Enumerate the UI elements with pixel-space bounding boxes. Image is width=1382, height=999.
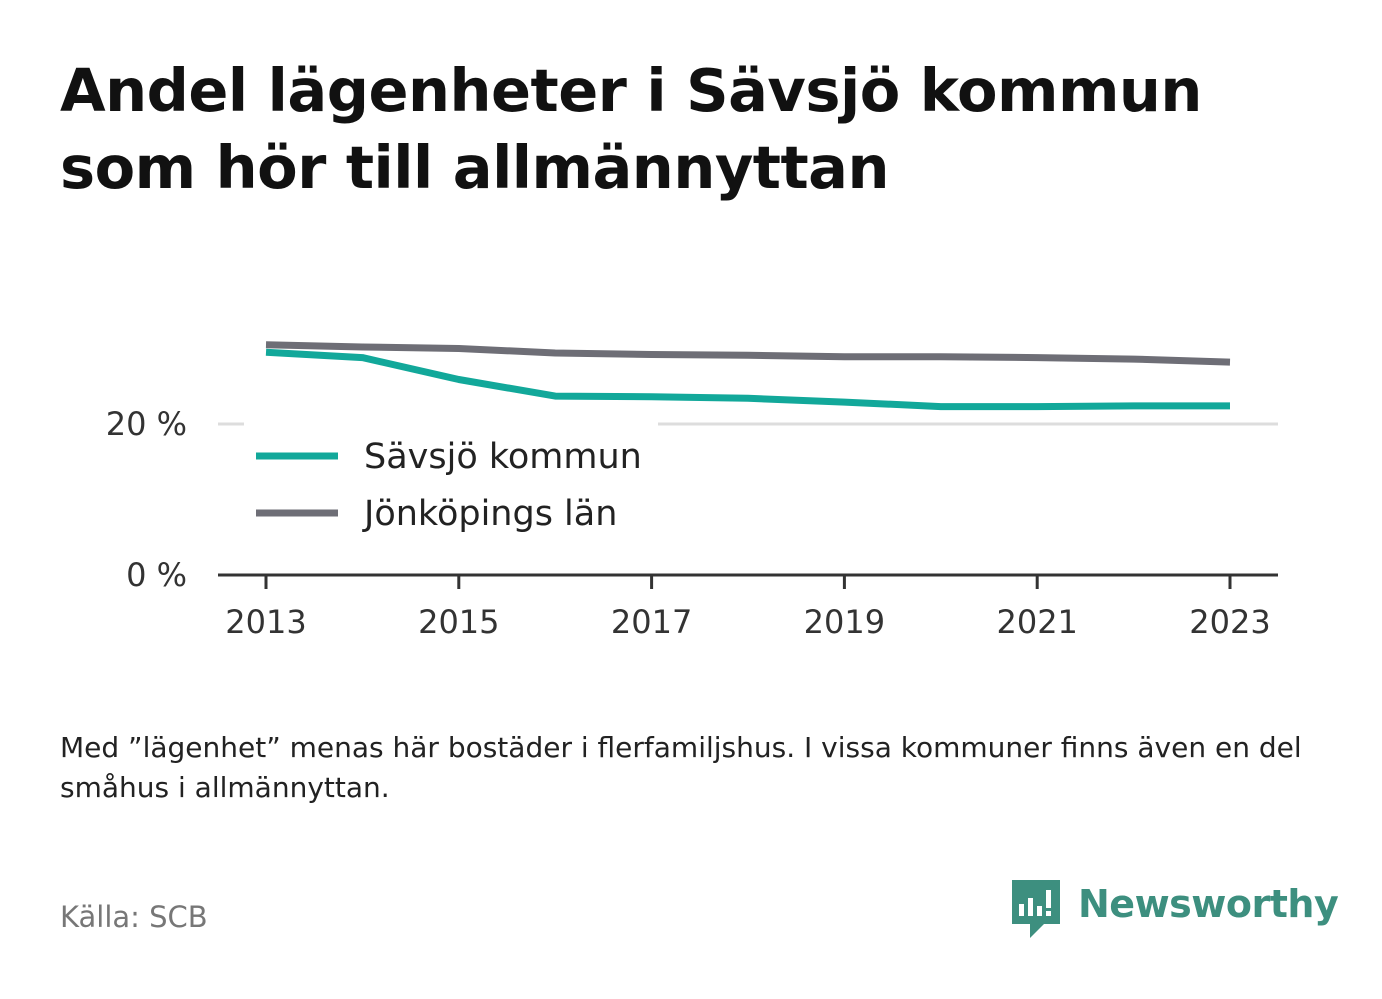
series-line-jönköpings-län	[265, 341, 1231, 366]
brand-name: Newsworthy	[1078, 882, 1339, 926]
source-credit: Källa: SCB	[60, 900, 208, 934]
legend-label: Sävsjö kommun	[364, 437, 642, 477]
chart-title: Andel lägenheter i Sävsjö kommun som hör…	[60, 56, 1202, 202]
legend: Sävsjö kommun Jönköpings län	[256, 437, 642, 534]
footnote: Med ”lägenhet” menas här bostäder i fler…	[60, 731, 1302, 804]
newsworthy-logo-icon	[1012, 880, 1060, 938]
x-tick-label: 2021	[996, 603, 1077, 641]
x-tick-label: 2015	[418, 603, 499, 641]
x-tick-label: 2019	[804, 603, 885, 641]
axes: 0 % 20 % 2013 2015 2017 2019 2021 2023	[106, 405, 1278, 641]
x-tick-label: 2023	[1189, 603, 1270, 641]
series-line-sävsjö-kommun	[265, 348, 1230, 411]
legend-box	[244, 420, 658, 550]
x-tick-label: 2017	[611, 603, 692, 641]
y-tick-label: 20 %	[106, 405, 187, 443]
legend-background	[244, 420, 658, 550]
newsworthy-brand: Newsworthy	[1010, 878, 1339, 942]
y-tick-label: 0 %	[126, 556, 187, 594]
legend-label: Jönköpings län	[362, 494, 617, 534]
x-tick-label: 2013	[225, 603, 306, 641]
series-lines	[265, 341, 1231, 411]
